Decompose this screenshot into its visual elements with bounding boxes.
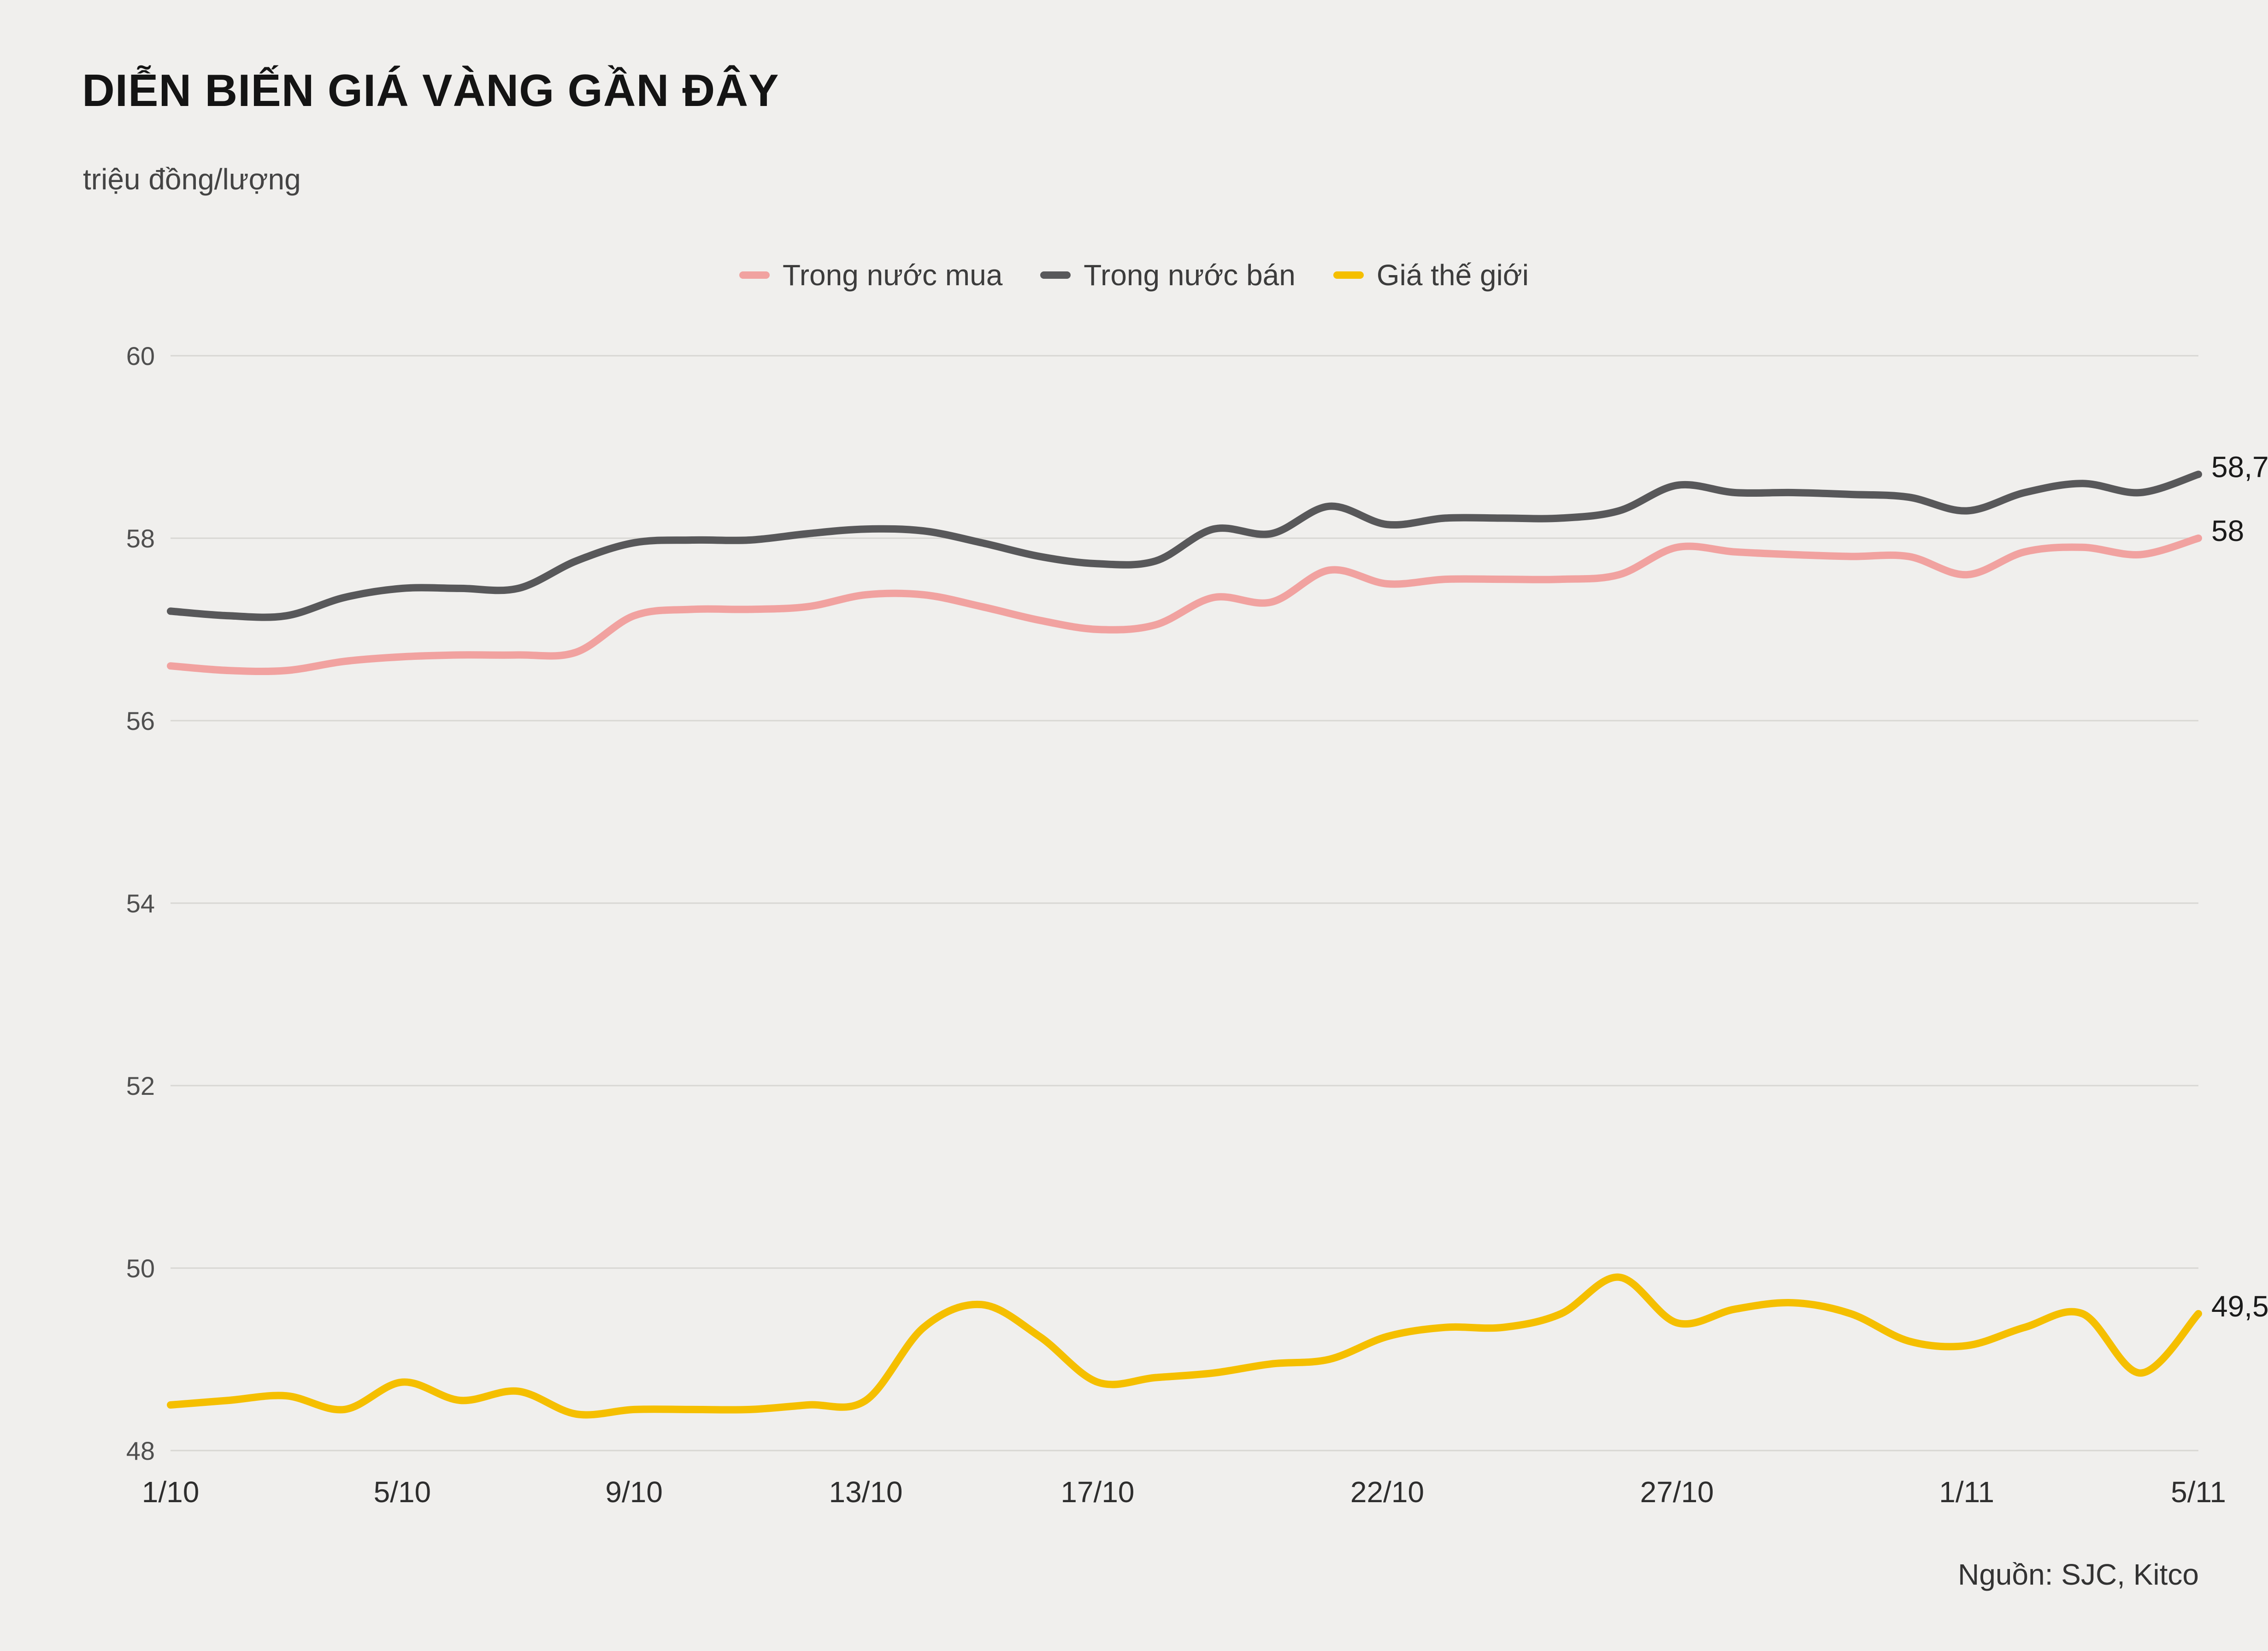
series-line-giá-thế-giới	[167, 1273, 2202, 1419]
x-tick-label: 1/10	[142, 1475, 200, 1509]
y-tick-label: 54	[126, 889, 155, 918]
x-tick-label: 5/11	[2171, 1475, 2226, 1509]
y-tick-label: 58	[126, 524, 155, 553]
chart-title: DIỄN BIẾN GIÁ VÀNG GẦN ĐÂY	[82, 65, 779, 116]
x-tick-label: 22/10	[1350, 1475, 1424, 1509]
x-tick-label: 9/10	[605, 1475, 663, 1509]
y-tick-label: 48	[126, 1436, 155, 1465]
series-end-label: 58,7	[2211, 450, 2268, 483]
series-line-trong-nước-mua	[167, 535, 2202, 676]
x-tick-label: 27/10	[1640, 1475, 1714, 1509]
legend-swatch-pink	[739, 271, 770, 279]
chart-unit-subtitle: triệu đồng/lượng	[83, 163, 301, 196]
series-end-label: 58	[2211, 514, 2244, 547]
x-tick-label: 13/10	[829, 1475, 902, 1509]
legend-swatch-yellow	[1333, 271, 1364, 279]
y-tick-label: 56	[126, 706, 155, 735]
legend-label: Giá thế giới	[1376, 259, 1529, 292]
y-tick-label: 60	[126, 341, 155, 370]
legend-label: Trong nước bán	[1084, 259, 1296, 292]
source-credit: Nguồn: SJC, Kitco	[1958, 1558, 2199, 1591]
x-tick-label: 5/10	[374, 1475, 431, 1509]
legend-item-trong-nuoc-mua: Trong nước mua	[739, 258, 1002, 292]
legend-item-trong-nuoc-ban: Trong nước bán	[1040, 258, 1296, 292]
legend-label: Trong nước mua	[783, 259, 1003, 292]
x-tick-label: 17/10	[1060, 1475, 1134, 1509]
x-tick-label: 1/11	[1939, 1475, 1994, 1509]
y-tick-label: 50	[126, 1254, 155, 1283]
series-end-label: 49,5	[2211, 1290, 2268, 1323]
series-line-trong-nước-bán	[167, 470, 2202, 621]
y-tick-label: 52	[126, 1071, 155, 1100]
legend: Trong nước mua Trong nước bán Giá thế gi…	[0, 258, 2268, 292]
legend-item-gia-the-gioi: Giá thế giới	[1333, 258, 1529, 292]
legend-swatch-gray	[1040, 271, 1071, 279]
